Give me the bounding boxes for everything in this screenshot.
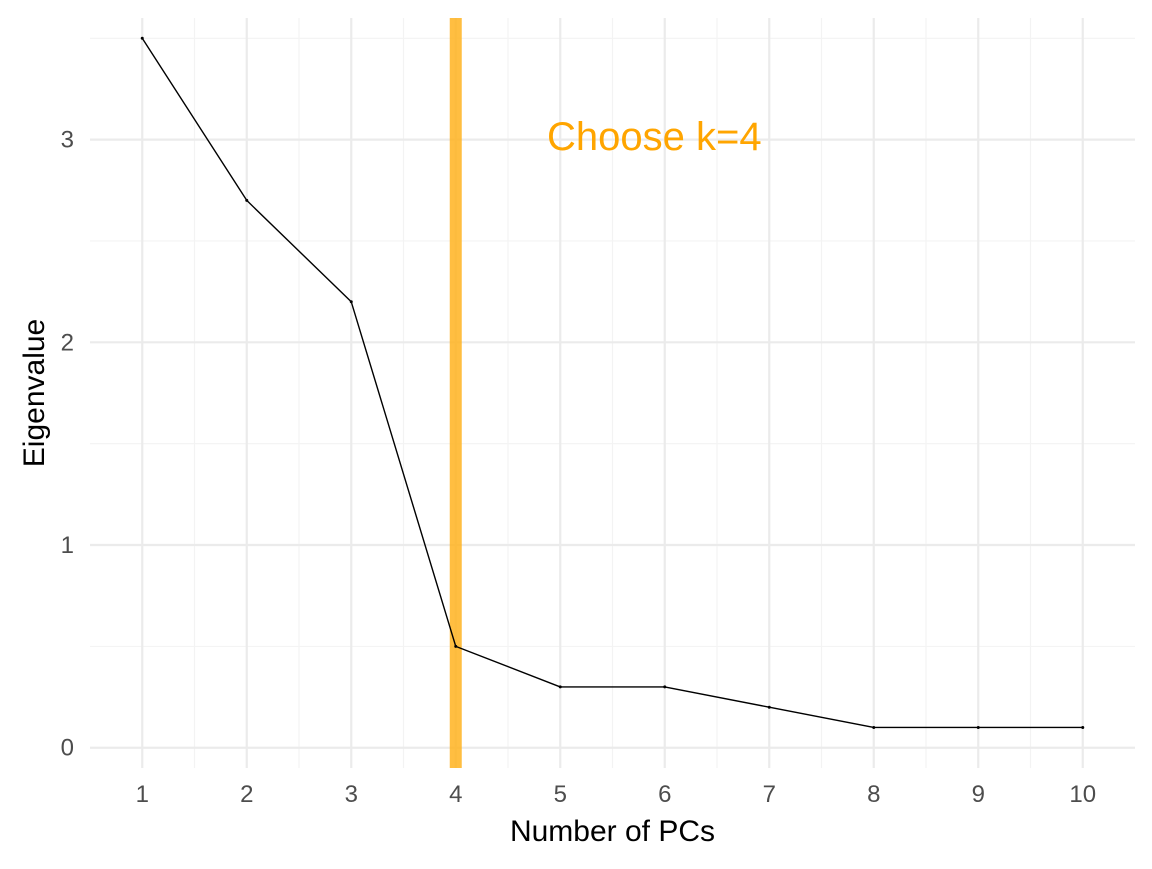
- tick-labels: 1 2 3 4 5 6 7 8 9 10 0 1 2 3: [61, 127, 1096, 808]
- data-point: [872, 725, 876, 729]
- x-tick-label: 4: [449, 781, 462, 808]
- grid-lines: [90, 18, 1135, 768]
- x-tick-label: 1: [136, 781, 149, 808]
- data-point: [140, 36, 144, 40]
- y-tick-label: 0: [61, 735, 74, 762]
- x-tick-label: 3: [345, 781, 358, 808]
- y-tick-label: 2: [61, 329, 74, 356]
- data-point: [976, 725, 980, 729]
- x-tick-label: 2: [240, 781, 253, 808]
- data-point: [767, 705, 771, 709]
- data-point: [1081, 725, 1085, 729]
- x-tick-label: 7: [763, 781, 776, 808]
- data-point: [349, 300, 353, 304]
- y-axis-title: Eigenvalue: [18, 319, 51, 467]
- x-tick-label: 6: [658, 781, 671, 808]
- x-tick-label: 5: [554, 781, 567, 808]
- x-tick-label: 10: [1069, 781, 1096, 808]
- data-point: [558, 685, 562, 689]
- series-layer: [140, 36, 1085, 729]
- data-point: [245, 198, 249, 202]
- y-tick-label: 1: [61, 532, 74, 559]
- eigenvalue-line: [141, 37, 1083, 729]
- annotation-label: Choose k=4: [547, 115, 762, 159]
- data-point: [454, 644, 458, 648]
- x-tick-label: 8: [867, 781, 880, 808]
- x-tick-label: 9: [972, 781, 985, 808]
- data-point: [663, 685, 667, 689]
- y-tick-label: 3: [61, 127, 74, 154]
- x-axis-title: Number of PCs: [510, 815, 715, 848]
